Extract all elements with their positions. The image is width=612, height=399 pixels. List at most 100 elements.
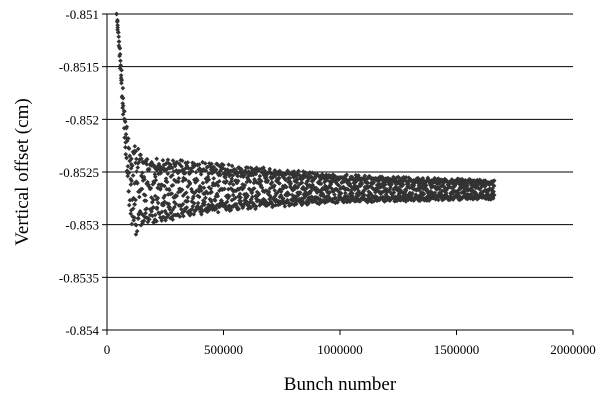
data-point xyxy=(166,212,171,218)
data-point xyxy=(392,196,397,202)
data-point xyxy=(116,39,122,44)
data-point xyxy=(320,172,325,177)
data-point xyxy=(132,202,138,207)
data-point xyxy=(164,179,170,185)
data-point xyxy=(230,187,235,193)
data-point xyxy=(423,197,428,203)
data-point xyxy=(189,206,195,212)
data-point xyxy=(242,192,248,198)
data-point xyxy=(364,186,369,191)
data-point xyxy=(361,196,367,201)
data-point xyxy=(310,178,316,184)
data-point xyxy=(399,176,405,181)
data-point xyxy=(310,182,315,188)
y-tick-label: -0.8515 xyxy=(59,60,99,75)
data-point xyxy=(277,181,282,186)
data-point xyxy=(154,218,159,224)
data-point xyxy=(161,195,166,201)
data-point xyxy=(185,198,191,204)
data-point xyxy=(409,190,415,196)
data-point xyxy=(309,194,314,199)
data-point xyxy=(185,160,191,165)
data-point xyxy=(122,119,128,125)
data-point xyxy=(161,162,167,168)
data-point xyxy=(142,193,148,198)
data-point xyxy=(361,188,367,193)
data-point xyxy=(383,195,389,201)
data-point xyxy=(248,205,253,211)
data-point xyxy=(429,190,435,196)
data-point xyxy=(376,177,382,183)
data-point xyxy=(413,192,419,197)
data-point xyxy=(126,170,132,175)
data-point xyxy=(206,177,212,182)
data-point xyxy=(253,204,259,209)
data-point xyxy=(117,45,122,50)
data-point xyxy=(120,95,126,101)
data-point xyxy=(429,181,435,186)
data-point xyxy=(238,195,243,200)
data-point xyxy=(318,181,324,187)
data-point xyxy=(388,185,393,190)
data-point xyxy=(277,194,283,200)
data-point xyxy=(200,180,206,186)
data-point xyxy=(183,190,189,195)
data-point xyxy=(450,197,456,202)
data-point xyxy=(445,182,451,188)
data-point xyxy=(282,204,288,209)
data-point xyxy=(436,176,441,181)
data-point xyxy=(391,190,397,195)
data-point xyxy=(275,178,280,183)
data-point xyxy=(277,168,283,174)
data-point xyxy=(303,200,308,205)
data-point xyxy=(388,176,393,182)
y-tick-label: -0.852 xyxy=(65,112,99,127)
data-point xyxy=(351,180,357,186)
data-point xyxy=(163,176,169,181)
data-point xyxy=(155,195,161,201)
data-point xyxy=(158,215,164,221)
data-point xyxy=(209,161,214,167)
data-point xyxy=(268,195,274,200)
data-point xyxy=(176,176,182,181)
data-point xyxy=(169,191,175,196)
data-point xyxy=(165,171,171,177)
data-point xyxy=(325,186,330,192)
data-point xyxy=(356,188,361,194)
data-point xyxy=(272,193,278,199)
data-point xyxy=(124,124,130,130)
data-point xyxy=(311,184,316,189)
data-point xyxy=(167,205,173,210)
data-point xyxy=(241,204,246,209)
data-point xyxy=(320,192,326,197)
data-point xyxy=(137,194,142,200)
data-point xyxy=(200,208,206,214)
data-point xyxy=(172,204,177,210)
data-point xyxy=(158,171,163,176)
data-point xyxy=(177,214,183,219)
data-point xyxy=(202,191,208,196)
data-point xyxy=(292,183,298,188)
data-point xyxy=(440,197,445,203)
data-point xyxy=(383,198,388,204)
data-point xyxy=(471,183,477,189)
data-point xyxy=(262,168,268,174)
data-point xyxy=(343,190,348,196)
data-point xyxy=(365,199,370,205)
data-point xyxy=(250,194,255,200)
data-point xyxy=(133,197,138,203)
y-tick-label: -0.854 xyxy=(65,323,99,338)
data-point xyxy=(143,198,149,204)
data-point xyxy=(403,175,409,180)
data-point xyxy=(170,158,176,163)
data-point xyxy=(414,187,419,193)
data-point xyxy=(195,162,200,168)
data-point xyxy=(467,193,473,199)
data-point xyxy=(267,166,273,172)
data-point xyxy=(488,197,494,202)
data-point xyxy=(440,183,445,188)
data-point xyxy=(128,208,134,213)
data-point xyxy=(394,198,400,204)
data-point xyxy=(196,186,202,191)
data-point xyxy=(129,178,134,184)
